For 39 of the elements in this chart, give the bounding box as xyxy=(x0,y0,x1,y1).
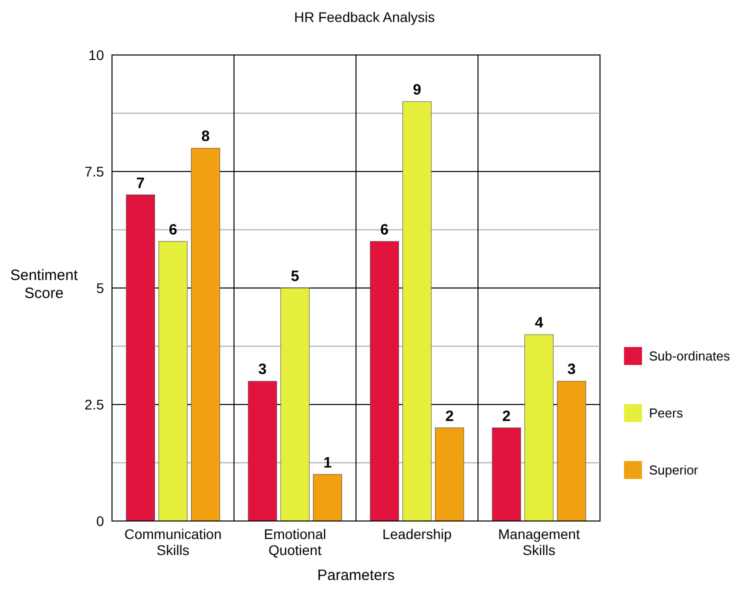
data-label: 9 xyxy=(412,82,422,99)
data-label: 6 xyxy=(380,221,389,238)
bar xyxy=(158,241,188,522)
data-label: 3 xyxy=(567,361,576,378)
x-tick-label: Communication Skills xyxy=(124,526,222,558)
x-tick-label: Leadership xyxy=(382,526,452,542)
data-label: 2 xyxy=(445,408,454,425)
bar xyxy=(492,428,521,522)
y-tick-label: 2.5 xyxy=(84,396,104,412)
bar xyxy=(524,334,554,522)
legend-label: Peers xyxy=(649,406,684,421)
x-axis-title: Parameters xyxy=(317,567,395,584)
chart-title: HR Feedback Analysis xyxy=(294,9,435,25)
data-label: 8 xyxy=(201,128,210,146)
bar xyxy=(557,380,586,522)
legend-label: Sub-ordinates xyxy=(649,348,730,364)
legend-label: Superior xyxy=(649,462,699,478)
y-tick-label: 5 xyxy=(96,280,104,296)
bar xyxy=(191,148,220,522)
data-label: 5 xyxy=(290,268,300,285)
bar xyxy=(313,474,342,522)
data-label: 2 xyxy=(502,408,511,425)
data-label: 4 xyxy=(534,314,544,332)
y-tick-label: 7.5 xyxy=(84,163,104,180)
bar xyxy=(126,194,155,522)
bar xyxy=(435,428,464,522)
x-tick-label: Emotional Quotient xyxy=(264,526,326,558)
x-tick-label: Management Skills xyxy=(498,526,580,558)
data-label: 7 xyxy=(136,174,145,192)
y-axis-title: Sentiment Score xyxy=(10,267,79,302)
data-label: 1 xyxy=(323,454,332,472)
bar xyxy=(248,380,277,522)
data-label: 3 xyxy=(258,361,267,378)
bar xyxy=(370,241,399,522)
bar xyxy=(402,101,432,522)
y-tick-label: 0 xyxy=(96,512,104,529)
y-tick-label: 10 xyxy=(88,46,104,63)
data-label: 6 xyxy=(168,221,178,238)
bar xyxy=(280,288,310,522)
